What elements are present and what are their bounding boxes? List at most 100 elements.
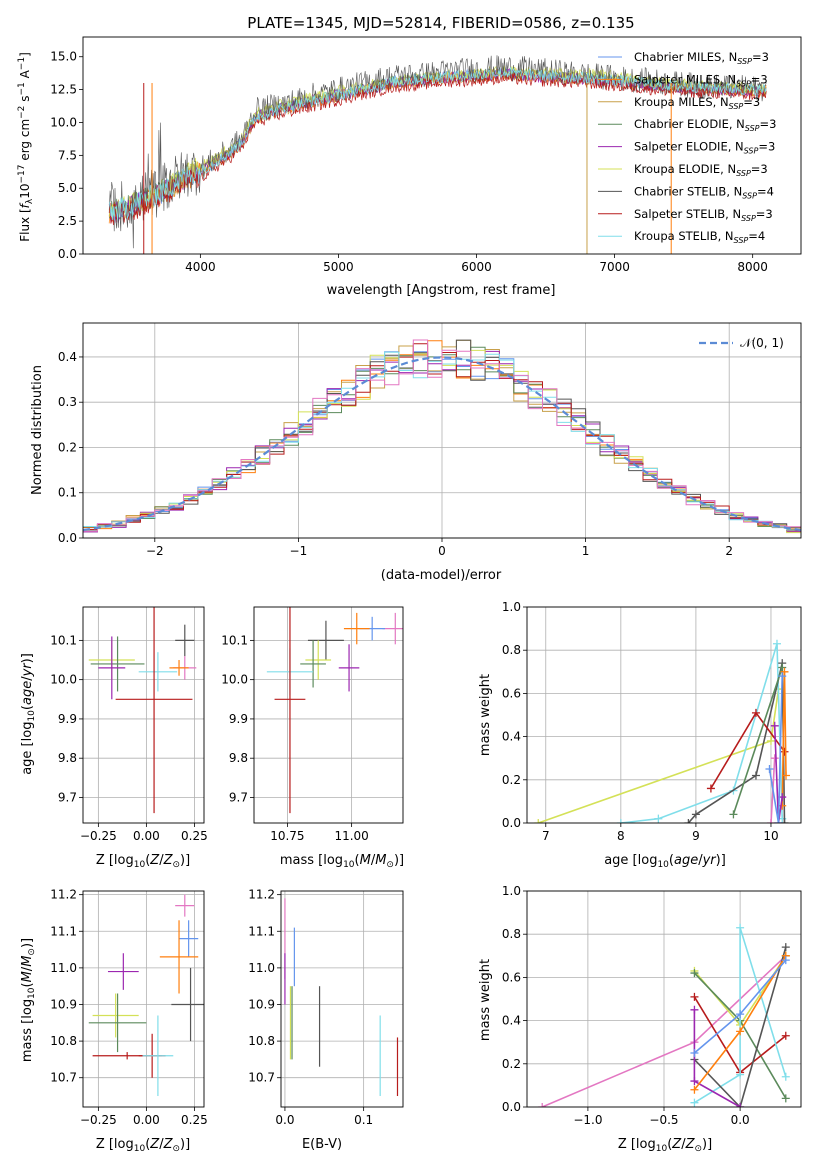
axes-frame: [82, 606, 205, 824]
plot-area: [88, 607, 197, 814]
residuals-xlabel: (data-model)/error: [381, 568, 502, 583]
x-tick-label: 0.1: [354, 1113, 373, 1127]
legend-label-rest: =4: [757, 184, 774, 198]
legend-label: Chabrier ELODIE, NSSP=3: [634, 117, 776, 133]
legend-label: Salpeter MILES, NSSP=3: [634, 72, 768, 88]
masse-xlabel: E(B-V): [302, 1137, 342, 1152]
mass-weight-marker: [774, 819, 783, 823]
x-tick-label: 1: [582, 544, 590, 558]
x-tick-label: −0.5: [649, 1113, 678, 1127]
y-tick-label: 10.0: [221, 673, 248, 687]
legend-subscript: SSP: [742, 191, 757, 200]
mass-weight-marker: [781, 771, 790, 780]
mass-weight-marker: [736, 1103, 745, 1107]
mass-weight-marker: [690, 1077, 699, 1086]
y-tick-label: 11.2: [248, 888, 275, 902]
mass-weight-marker: [781, 1072, 790, 1081]
plot-area: [88, 894, 204, 1097]
mwz-ylabel: mass weight: [478, 959, 493, 1041]
mass-weight-line: [768, 676, 783, 823]
y-tick-label: 10.0: [50, 673, 77, 687]
mass-weight-marker: [781, 956, 790, 965]
x-tick-label: 0.25: [181, 829, 208, 843]
mass-weight-marker: [751, 771, 760, 780]
mass-weight-line: [732, 667, 783, 815]
plot-area: [108, 55, 767, 254]
plot-area: [538, 923, 790, 1107]
y-tick-label: 9.7: [229, 790, 248, 804]
mass-vs-metallicity-plot: −0.25 0.00 0.25 10.7 10.8 10.9 11.0 11.1 11.2: [50, 888, 207, 1127]
x-tick-label: 0.00: [133, 829, 160, 843]
x-tick-label: 0.00: [133, 1113, 160, 1127]
y-tick-label: 0.2: [502, 773, 521, 787]
y-tick-label: 0.4: [502, 730, 521, 744]
y-tick-label: 2.5: [58, 214, 77, 228]
y-tick-label: 0.0: [502, 1100, 521, 1114]
y-tick-label: 9.8: [58, 751, 77, 765]
spectrum-xlabel: wavelength [Angstrom, rest frame]: [327, 283, 556, 298]
plot-area: [534, 639, 790, 823]
mass-weight-marker: [766, 819, 775, 823]
mass-weight-marker: [778, 672, 787, 681]
legend-label-rest: =3: [752, 50, 769, 64]
legend-label: Kroupa STELIB, NSSP=4: [634, 229, 765, 245]
mass-weight-marker: [781, 943, 790, 952]
y-tick-label: 10.1: [221, 633, 248, 647]
mass-weight-marker: [690, 1005, 699, 1014]
mwage-xlabel: age [log10(age/yr)]: [604, 853, 726, 870]
mass-weight-marker: [780, 747, 789, 756]
y-tick-label: 12.5: [50, 83, 77, 97]
spectrum-ylabel: Flux [fλ10−17 erg cm−2 s−1 A−1]: [17, 52, 35, 242]
x-tick-label: 4000: [185, 260, 216, 274]
mass-weight-marker: [736, 1027, 745, 1036]
mass-weight-marker: [780, 819, 789, 823]
mwz-xlabel: Z [log10(Z/Z⊙)]: [618, 1137, 712, 1154]
legend-label: Salpeter ELODIE, NSSP=3: [634, 140, 775, 156]
y-tick-label: 0.4: [502, 1014, 521, 1028]
legend-subscript: SSP: [741, 214, 756, 223]
normal-curve: [83, 356, 801, 532]
x-tick-label: −1: [290, 544, 308, 558]
mass-weight-marker: [654, 814, 663, 823]
legend-label: Kroupa ELODIE, NSSP=3: [634, 162, 768, 178]
x-tick-label: 0.0: [275, 1113, 294, 1127]
mass-weight-marker: [736, 1010, 745, 1019]
y-tick-label: 0.0: [502, 816, 521, 830]
legend-label: Chabrier STELIB, NSSP=4: [634, 184, 774, 200]
legend-subscript: SSP: [737, 57, 752, 66]
y-tick-label: 10.7: [50, 1071, 77, 1085]
legend-label: Chabrier MILES, NSSP=3: [634, 50, 769, 66]
y-tick-label: 9.7: [58, 790, 77, 804]
spectrum-line: [108, 66, 767, 221]
x-tick-label: 0.0: [731, 1113, 750, 1127]
mass-weight-marker: [772, 639, 781, 648]
x-tick-label: −2: [146, 544, 164, 558]
plot-area: [266, 607, 403, 814]
legend-subscript: SSP: [736, 169, 751, 178]
mwage-ylabel: mass weight: [478, 674, 493, 756]
legend-label: 𝒩(0, 1): [740, 336, 784, 350]
legend-label-rest: =3: [760, 117, 777, 131]
mass-weight-marker: [770, 721, 779, 730]
mass-weight-marker: [770, 754, 779, 763]
y-tick-label: 11.0: [248, 961, 275, 975]
mass-weight-marker: [691, 810, 700, 819]
mass-weight-marker: [780, 667, 789, 676]
y-tick-label: 10.7: [248, 1071, 275, 1085]
mass-weight-marker: [534, 819, 543, 823]
agez-xlabel: Z [log10(Z/Z⊙)]: [96, 853, 190, 870]
y-tick-label: 11.2: [50, 888, 77, 902]
mass-weight-marker: [690, 969, 699, 978]
y-tick-label: 0.0: [58, 247, 77, 261]
y-tick-label: 9.9: [229, 712, 248, 726]
x-tick-label: −0.25: [80, 829, 117, 843]
legend-label-rest: =3: [751, 72, 768, 86]
legend-label-rest: =3: [756, 207, 773, 221]
y-tick-label: 0.8: [502, 927, 521, 941]
massz-xlabel: Z [log10(Z/Z⊙)]: [96, 1137, 190, 1154]
x-tick-label: 0: [438, 544, 446, 558]
mass-weight-line: [693, 946, 787, 1107]
mass-weight-marker: [736, 923, 745, 932]
x-tick-label: 2: [725, 544, 733, 558]
y-tick-label: 10.1: [50, 633, 77, 647]
